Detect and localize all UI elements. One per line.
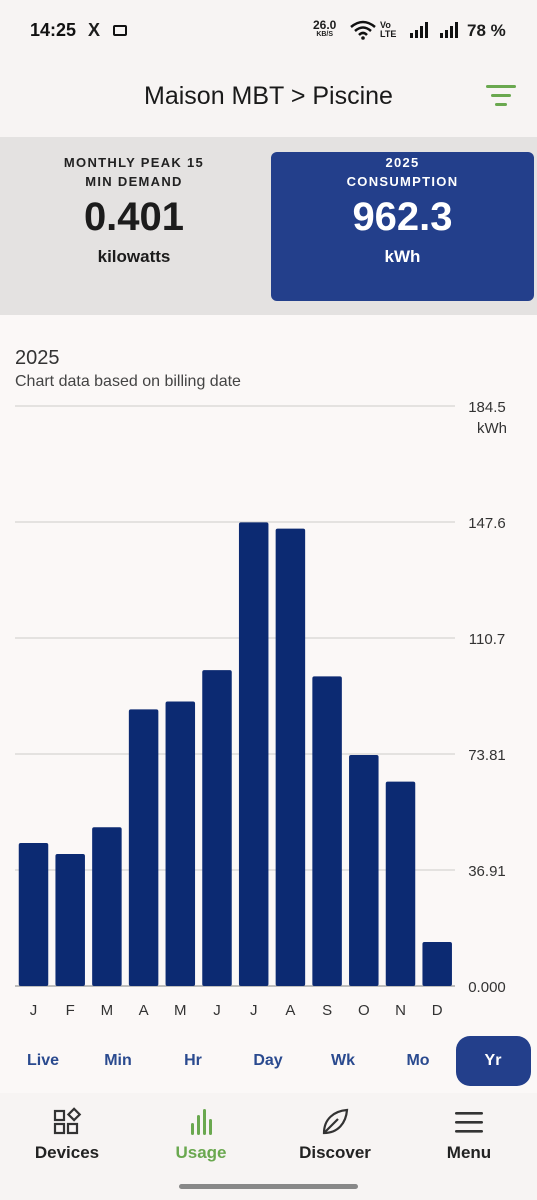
y-unit-label: kWh (477, 420, 507, 437)
chart-bar (422, 941, 452, 986)
app-header: Maison MBT > Piscine (0, 62, 537, 137)
devices-grid-icon (53, 1107, 82, 1135)
notification-card-icon (113, 25, 127, 36)
x-tick-label: N (395, 1002, 406, 1019)
y-tick-label: 0.000 (468, 979, 506, 996)
chart-bar (238, 522, 269, 986)
chart-bar (165, 701, 196, 986)
filter-button[interactable] (486, 82, 516, 110)
x-tick-label: D (432, 1002, 443, 1019)
consumption-card[interactable]: 2025 CONSUMPTION 962.3 kWh (271, 152, 534, 301)
filter-line-3 (495, 103, 507, 106)
wifi-icon (350, 20, 376, 40)
chart-bar (385, 781, 416, 986)
chart-bar (18, 842, 49, 986)
usage-bars-icon (191, 1109, 212, 1135)
peak-unit: kilowatts (97, 247, 171, 266)
x-tick-label: S (322, 1002, 332, 1019)
range-tab-mo[interactable]: Mo (406, 1052, 430, 1069)
home-indicator (179, 1184, 358, 1189)
nav-devices[interactable]: Devices (0, 1093, 134, 1173)
filter-line-1 (486, 85, 516, 88)
time-range-tabs: Live Min Hr Day Wk Mo Yr (0, 1036, 537, 1088)
peak-value: 0.401 (83, 195, 185, 239)
chart-bar (55, 853, 85, 986)
chart-bar (128, 709, 159, 986)
nav-menu-label: Menu (446, 1143, 492, 1162)
signal-icon-2 (440, 22, 458, 38)
chart-bar (202, 670, 232, 986)
x-tick-label: J (250, 1002, 258, 1019)
y-tick-label: 147.6 (468, 515, 506, 532)
chart-year: 2025 (15, 347, 60, 369)
consumption-unit: kWh (384, 247, 421, 266)
range-tab-day[interactable]: Day (253, 1052, 283, 1069)
chart-subtitle: Chart data based on billing date (15, 373, 241, 390)
volte-indicator: Vo LTE (380, 21, 396, 39)
x-tick-label: M (101, 1002, 114, 1019)
x-app-icon: X (88, 20, 101, 40)
nav-discover[interactable]: Discover (268, 1093, 402, 1173)
chart-bar (92, 827, 122, 986)
consumption-label-line2: CONSUMPTION (346, 174, 459, 189)
y-tick-label: 73.81 (468, 747, 506, 764)
y-tick-label: 110.7 (469, 631, 505, 648)
network-speed: 26.0 KB/S (313, 18, 337, 39)
range-tab-live[interactable]: Live (26, 1052, 59, 1069)
nav-discover-label: Discover (299, 1143, 371, 1162)
nav-devices-label: Devices (34, 1143, 100, 1162)
nav-usage-label: Usage (175, 1143, 227, 1162)
bottom-navigation: Devices Usage Discover Menu (0, 1093, 537, 1200)
battery-level: 78 % (467, 21, 506, 40)
volte-bottom: LTE (380, 29, 397, 39)
range-tab-min[interactable]: Min (104, 1052, 132, 1069)
leaf-icon (322, 1108, 349, 1135)
x-tick-label: M (174, 1002, 187, 1019)
usage-bar-chart: 0.000 36.91 73.81 110.7 147.6 184.5 kWh J F M A M J J… (15, 399, 507, 1019)
x-tick-label: O (358, 1002, 370, 1019)
nav-usage[interactable]: Usage (134, 1093, 268, 1173)
page-title: Maison MBT > Piscine (144, 82, 393, 110)
network-speed-unit: KB/S (316, 31, 334, 38)
x-tick-label: J (213, 1002, 221, 1019)
summary-panel: MONTHLY PEAK 15 MIN DEMAND 0.401 kilowat… (0, 137, 537, 315)
y-tick-label: 184.5 (468, 399, 506, 416)
peak-label-line1: MONTHLY PEAK 15 (63, 155, 205, 170)
network-speed-value: 26.0 (313, 18, 337, 32)
status-bar: 14:25 X 26.0 KB/S Vo LTE 78 % (0, 0, 537, 62)
x-tick-label: A (285, 1002, 295, 1019)
range-tab-hr[interactable]: Hr (184, 1052, 202, 1069)
signal-icon-1 (410, 22, 428, 38)
hamburger-menu-icon (455, 1112, 483, 1133)
chart-area: 2025 Chart data based on billing date 0.… (0, 315, 537, 1093)
chart-bar (275, 528, 306, 986)
y-tick-label: 36.91 (468, 863, 506, 880)
peak-demand-card[interactable]: MONTHLY PEAK 15 MIN DEMAND 0.401 kilowat… (0, 137, 268, 315)
x-tick-label: F (66, 1002, 75, 1019)
filter-line-2 (491, 94, 511, 97)
volte-top: Vo (380, 20, 391, 30)
status-time: 14:25 (30, 20, 77, 40)
consumption-value: 962.3 (352, 195, 453, 239)
chart-bar (312, 676, 342, 986)
chart-bar (349, 754, 379, 986)
x-tick-label: J (30, 1002, 38, 1019)
range-tab-yr[interactable]: Yr (455, 1036, 531, 1086)
nav-menu[interactable]: Menu (402, 1093, 536, 1173)
peak-label-line2: MIN DEMAND (85, 174, 183, 189)
x-tick-label: A (139, 1002, 149, 1019)
range-tab-wk[interactable]: Wk (331, 1052, 355, 1069)
consumption-label-line1: 2025 (385, 155, 420, 170)
